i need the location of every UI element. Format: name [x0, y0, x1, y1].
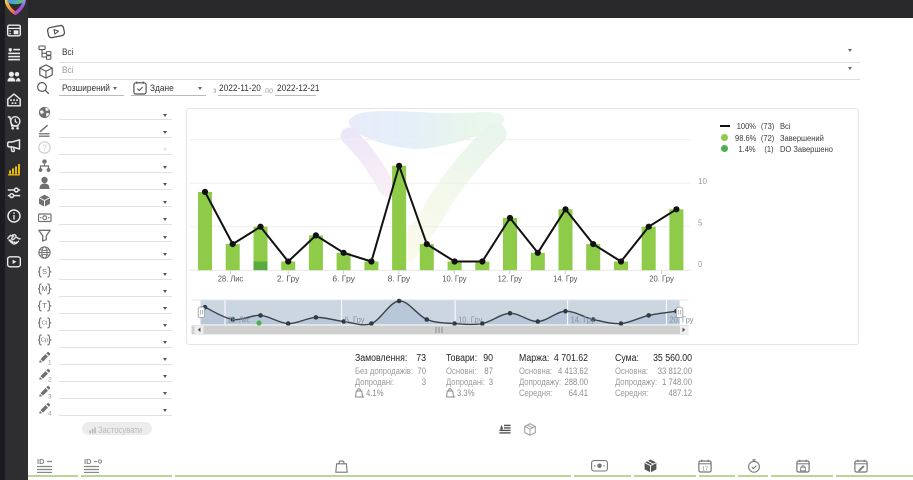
svg-text:ID: ID: [37, 457, 45, 466]
svg-text:12. Гру: 12. Гру: [498, 274, 523, 284]
svg-text:6. Гру: 6. Гру: [345, 315, 365, 324]
svg-text:6. Гру: 6. Гру: [332, 274, 355, 284]
svg-text:?: ?: [42, 143, 47, 152]
svg-text:10. Гру: 10. Гру: [442, 274, 467, 284]
svg-text:2: 2: [48, 376, 52, 383]
svg-text:x: x: [362, 394, 365, 398]
svg-text:5: 5: [698, 219, 703, 228]
svg-text:S: S: [42, 267, 47, 276]
svg-text:M: M: [41, 284, 47, 293]
svg-text:17: 17: [702, 467, 708, 473]
svg-text:Cp: Cp: [41, 338, 48, 344]
svg-text:20. Гру: 20. Гру: [649, 274, 674, 284]
svg-text:0: 0: [698, 260, 703, 269]
svg-text:3: 3: [48, 393, 52, 400]
svg-text:10. Гру: 10. Гру: [458, 315, 482, 324]
svg-text:Ct: Ct: [42, 321, 48, 327]
svg-text:14. Гру: 14. Гру: [553, 274, 578, 284]
svg-text:ID: ID: [84, 457, 92, 466]
svg-text:8. Гру: 8. Гру: [388, 274, 411, 284]
svg-text:x: x: [453, 394, 456, 398]
svg-text:20. Гру: 20. Гру: [669, 315, 693, 324]
svg-text:4: 4: [48, 410, 52, 417]
svg-text:T: T: [42, 301, 47, 310]
svg-text:2. Гру: 2. Гру: [277, 274, 300, 284]
svg-text:28. Лис: 28. Лис: [218, 274, 244, 284]
svg-text:10: 10: [698, 177, 707, 186]
svg-text:28. Лис: 28. Лис: [228, 315, 250, 324]
svg-text:14. Гру: 14. Гру: [571, 315, 595, 324]
svg-text:1: 1: [48, 359, 52, 366]
